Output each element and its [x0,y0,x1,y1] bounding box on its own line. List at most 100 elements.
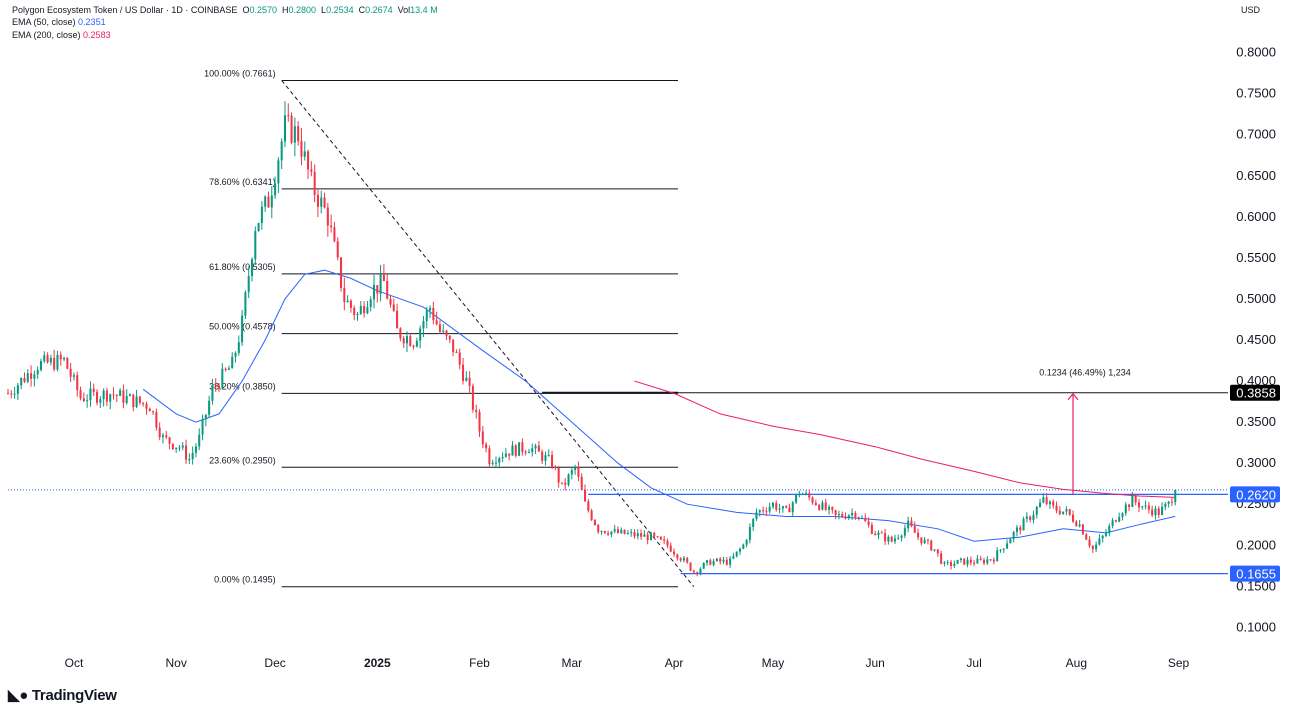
candle-body [119,390,122,396]
candle-body [1019,527,1022,531]
candle-body [771,502,774,507]
candle-body [567,474,570,485]
candle-body [438,324,441,332]
logo-text: TradingView [31,687,117,704]
ema200-legend[interactable]: EMA (200, close) 0.2583 [12,29,111,41]
candle-body [148,408,151,412]
candle-body [1144,505,1147,507]
x-tick-label: 2025 [364,656,391,670]
price-range-measure[interactable]: 0.1234 (46.49%) 1,234 [1039,368,1131,495]
candle-body [290,115,293,143]
candle-body [481,431,484,445]
open-label: O [242,5,250,15]
ema50-value: 0.2351 [78,17,106,27]
candle-body [824,502,827,510]
currency-selector[interactable]: USD [1240,5,1260,15]
candle-body [1154,508,1157,516]
candle-body [379,274,382,294]
candle-body [590,510,593,520]
candle-body [491,462,494,465]
candle-body [366,307,369,314]
candle-body [564,482,567,485]
candle-body [63,357,66,360]
price-axis[interactable]: 0.8000 0.7500 0.7000 0.6500 0.6000 0.5500 0.50… [1236,45,1276,635]
candle-body [432,307,435,321]
candle-body [706,560,709,563]
candle-body [310,169,313,172]
y-tick-label: 0.7500 [1236,86,1276,101]
candle-body [1068,509,1071,515]
candle-body [837,514,840,516]
candle-body [89,388,92,401]
candle-body [666,540,669,546]
candle-body [158,427,161,438]
candle-body [188,459,191,461]
tradingview-logo[interactable]: ◣● TradingView [8,686,117,704]
candle-body [468,377,471,387]
candle-body [890,536,893,542]
candle-body [518,442,521,456]
candle-body [1042,497,1045,503]
candle-body [260,206,263,224]
candle-body [283,115,286,142]
y-tick-label: 0.6500 [1236,168,1276,183]
candle-body [221,368,224,389]
candle-body [620,529,623,533]
candle-body [798,494,801,496]
candle-body [405,336,408,344]
candle-body [208,400,211,415]
candle-body [485,444,488,449]
close-value: 0.2674 [365,5,393,15]
x-tick-label: Jul [966,656,981,670]
candle-body [953,563,956,566]
symbol-header[interactable]: Polygon Ecosystem Token / US Dollar · 1D… [12,4,438,16]
candle-body [145,403,148,409]
symbol-title[interactable]: Polygon Ecosystem Token / US Dollar · 1D… [12,5,238,15]
candle-body [811,497,814,503]
candle-body [973,562,976,564]
candle-body [593,519,596,526]
candle-body [359,305,362,315]
fibonacci-retracement[interactable]: 100.00% (0.7661) 78.60% (0.6341) 61.80% (0… [204,68,695,588]
y-tick-label: 0.5500 [1236,250,1276,265]
candle-body [10,393,13,395]
candle-body [102,390,105,400]
candle-body [333,227,336,242]
candle-body [109,394,112,402]
candle-body [1052,501,1055,506]
volume-label: Vol [397,5,411,15]
candle-body [511,445,514,456]
candle-body [1118,516,1121,522]
time-axis[interactable]: Oct Nov Dec 2025 Feb Mar Apr May Jun Jul Aug Sep [65,656,1190,670]
candle-body [267,196,270,208]
candle-body [781,506,784,509]
candle-body [913,526,916,533]
candle-body [1065,509,1068,512]
candle-body [297,126,300,142]
candle-body [646,534,649,541]
candle-body [880,532,883,534]
candle-body [531,448,534,453]
candle-body [673,551,676,555]
candle-body [402,338,405,344]
candle-body [745,540,748,545]
candle-body [448,335,451,340]
candle-body [860,517,864,519]
candle-body [963,558,966,565]
candle-body [280,141,283,161]
candle-body [999,549,1002,551]
candle-body [1009,538,1012,544]
candle-body [616,529,620,533]
y-tick-label: 0.6000 [1236,209,1276,224]
candle-body [854,512,857,518]
candle-body [471,386,474,410]
candle-body [415,340,418,347]
candle-body [1104,533,1108,536]
candle-body [303,151,306,157]
candle-body [933,549,936,551]
ema50-legend[interactable]: EMA (50, close) 0.2351 [12,16,106,28]
candle-body [1015,527,1018,533]
candle-body [247,276,250,293]
high-value: 0.2800 [288,5,317,15]
